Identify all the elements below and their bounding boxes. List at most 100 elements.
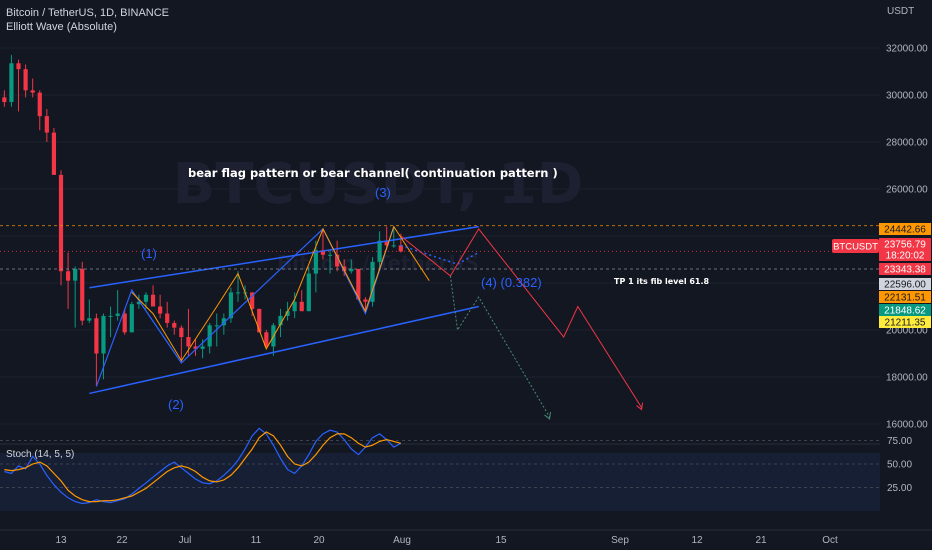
candle: [165, 313, 170, 323]
candle: [129, 304, 134, 333]
candle: [370, 261, 375, 302]
candle: [285, 311, 290, 316]
candle: [23, 69, 28, 91]
candle: [313, 250, 318, 274]
candle: [320, 250, 326, 255]
symbol-tag-label: BTCUSDT: [833, 242, 878, 253]
date-axis[interactable]: 13 22 Jul 11 20 Aug 15 Sep 12 21 Oct: [55, 535, 838, 546]
stoch-k-line: [4, 427, 402, 505]
wave-label-3: (3): [375, 185, 391, 200]
price-tick-label: 16000.00: [886, 420, 928, 431]
candle: [228, 292, 234, 319]
candle: [391, 245, 396, 247]
candle: [2, 97, 7, 103]
price-tick-label: 30000.00: [886, 91, 928, 102]
candle: [384, 240, 389, 246]
candle: [200, 346, 205, 349]
bear-projection-red: [400, 228, 643, 408]
drawing-layer: [0, 225, 880, 420]
candle: [87, 318, 92, 321]
wave-4-projection: [400, 244, 480, 266]
symbol-tag: BTCUSDT: [832, 239, 879, 253]
date-tick-label: Aug: [393, 535, 411, 546]
candle: [363, 299, 368, 302]
candle: [398, 245, 403, 252]
watermark-symbol: BTCUSDT, 1D: [173, 152, 584, 217]
candle: [16, 63, 21, 70]
candle: [65, 271, 71, 281]
stoch-label: Stoch (14, 5, 5): [6, 449, 74, 460]
candle: [349, 268, 354, 272]
candle: [292, 301, 297, 312]
green-arrowhead: [544, 411, 552, 420]
candle: [214, 325, 219, 327]
symbol-tag-bg: [832, 239, 879, 253]
candle: [278, 315, 283, 326]
date-tick-label: Sep: [611, 535, 629, 546]
indicator-name: Elliott Wave (Absolute): [6, 21, 117, 33]
elliott-wave-line: [95, 226, 395, 387]
candle: [335, 254, 340, 267]
price-badge: 24442.66: [879, 223, 931, 236]
price-badge-label: 23756.79: [884, 240, 926, 251]
candle: [37, 92, 42, 117]
price-badge: 21211.35: [879, 316, 931, 329]
candle: [136, 301, 141, 305]
candle: [221, 318, 226, 326]
price-tick-label: 20000.00: [886, 326, 928, 337]
candle: [377, 240, 382, 262]
candle: [250, 292, 255, 309]
red-arrowhead: [636, 402, 644, 411]
price-tick-label: 18000.00: [886, 373, 928, 384]
price-badge-label: 21848.62: [884, 306, 926, 317]
wave-label-2: (2): [168, 397, 184, 412]
candle: [73, 268, 78, 281]
candle: [327, 254, 333, 256]
date-tick-label: 13: [55, 535, 67, 546]
candle: [30, 90, 35, 93]
candle: [150, 294, 156, 307]
price-badge-bg: [879, 263, 931, 275]
price-badge-label: 18:20:02: [886, 251, 925, 262]
candle: [306, 273, 311, 312]
candle: [44, 116, 49, 133]
candle: [193, 346, 198, 349]
candle: [9, 63, 14, 103]
candle: [51, 132, 57, 175]
candle: [356, 268, 361, 300]
price-tick-label: 28000.00: [886, 138, 928, 149]
price-tick-label: 32000.00: [886, 44, 928, 55]
date-tick-label: Jul: [179, 535, 192, 546]
channel-upper-line: [89, 225, 479, 289]
tp-annotation: TP 1 its fib level 61.8: [614, 277, 710, 286]
price-badge-bg: [879, 238, 931, 250]
stoch-d-line: [4, 431, 401, 503]
price-badge-bg: [879, 304, 931, 316]
date-tick-label: 15: [495, 535, 507, 546]
price-badge-bg: [879, 291, 931, 303]
wave-label-1: (1): [141, 246, 157, 261]
candle-layer: [2, 55, 403, 387]
price-badge-bg: [879, 278, 931, 290]
price-badge: 23756.79: [879, 238, 931, 251]
stoch-band: [0, 453, 880, 511]
candle: [143, 294, 149, 302]
stoch-tick-label: 75.00: [887, 436, 912, 447]
candle: [122, 313, 127, 333]
wave-label-4: (4) (0.382): [481, 275, 542, 290]
price-badge: 22131.51: [879, 291, 931, 304]
price-badge: 23343.38: [879, 263, 931, 276]
subwave-line: [131, 225, 430, 362]
candle: [108, 315, 113, 317]
price-badge-label: 22596.00: [884, 280, 926, 291]
price-badge-label: 22131.51: [884, 293, 926, 304]
price-badge: 21848.62: [879, 304, 931, 317]
grid-layer: [0, 47, 880, 425]
date-tick-label: 12: [691, 535, 703, 546]
date-tick-label: 11: [251, 535, 262, 546]
price-badge-bg: [879, 316, 931, 328]
candle: [186, 337, 191, 347]
